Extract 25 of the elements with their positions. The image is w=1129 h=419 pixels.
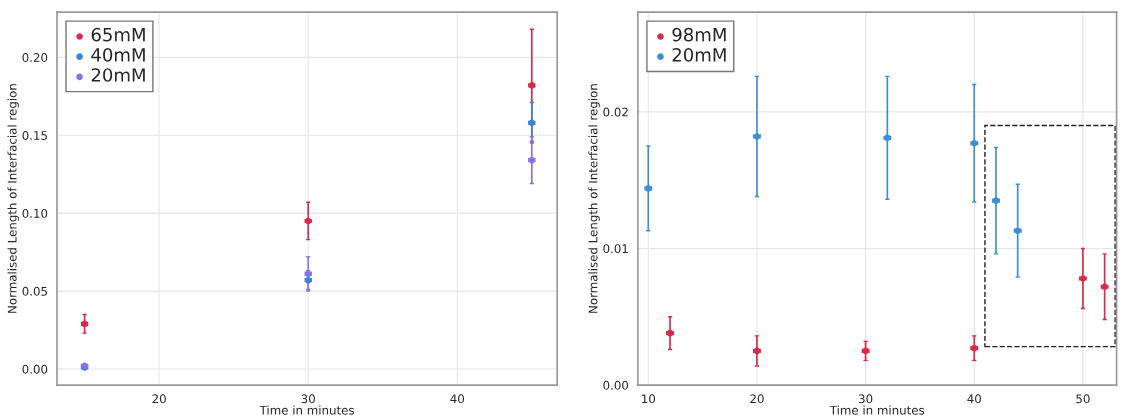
x-tick-label: 50	[1076, 394, 1090, 404]
x-tick-label: 20	[750, 394, 764, 404]
legend-label: 65mM	[91, 27, 145, 42]
legend-label: 98mM	[672, 27, 726, 42]
y-axis-title: Normalised Length of Interfacial region	[7, 84, 19, 313]
y-tick-label: 0.00	[22, 364, 48, 374]
legend-label: 20mM	[672, 48, 726, 62]
y-tick-label: 0.05	[22, 286, 47, 296]
y-tick-label: 0.20	[22, 53, 48, 62]
x-tick-label: 30	[859, 394, 873, 404]
x-axis-title: Time in minutes	[259, 405, 354, 415]
y-axis-title: Normalised Length of Interfacial region	[588, 84, 600, 313]
y-tick-label: 0.00	[603, 380, 629, 390]
y-tick-label: 0.01	[603, 244, 628, 254]
y-tick-label: 0.02	[603, 107, 628, 117]
y-tick-label: 0.10	[22, 208, 48, 218]
legend-label: 40mM	[91, 48, 145, 62]
x-tick-label: 30	[301, 394, 315, 404]
x-tick-label: 40	[450, 394, 465, 404]
legend-label: 20mM	[91, 68, 145, 82]
y-tick-label: 0.15	[22, 130, 47, 140]
x-tick-label: 20	[152, 394, 166, 404]
x-axis-title: Time in minutes	[829, 405, 925, 415]
x-tick-label: 10	[642, 394, 656, 404]
x-tick-label: 40	[967, 394, 981, 404]
